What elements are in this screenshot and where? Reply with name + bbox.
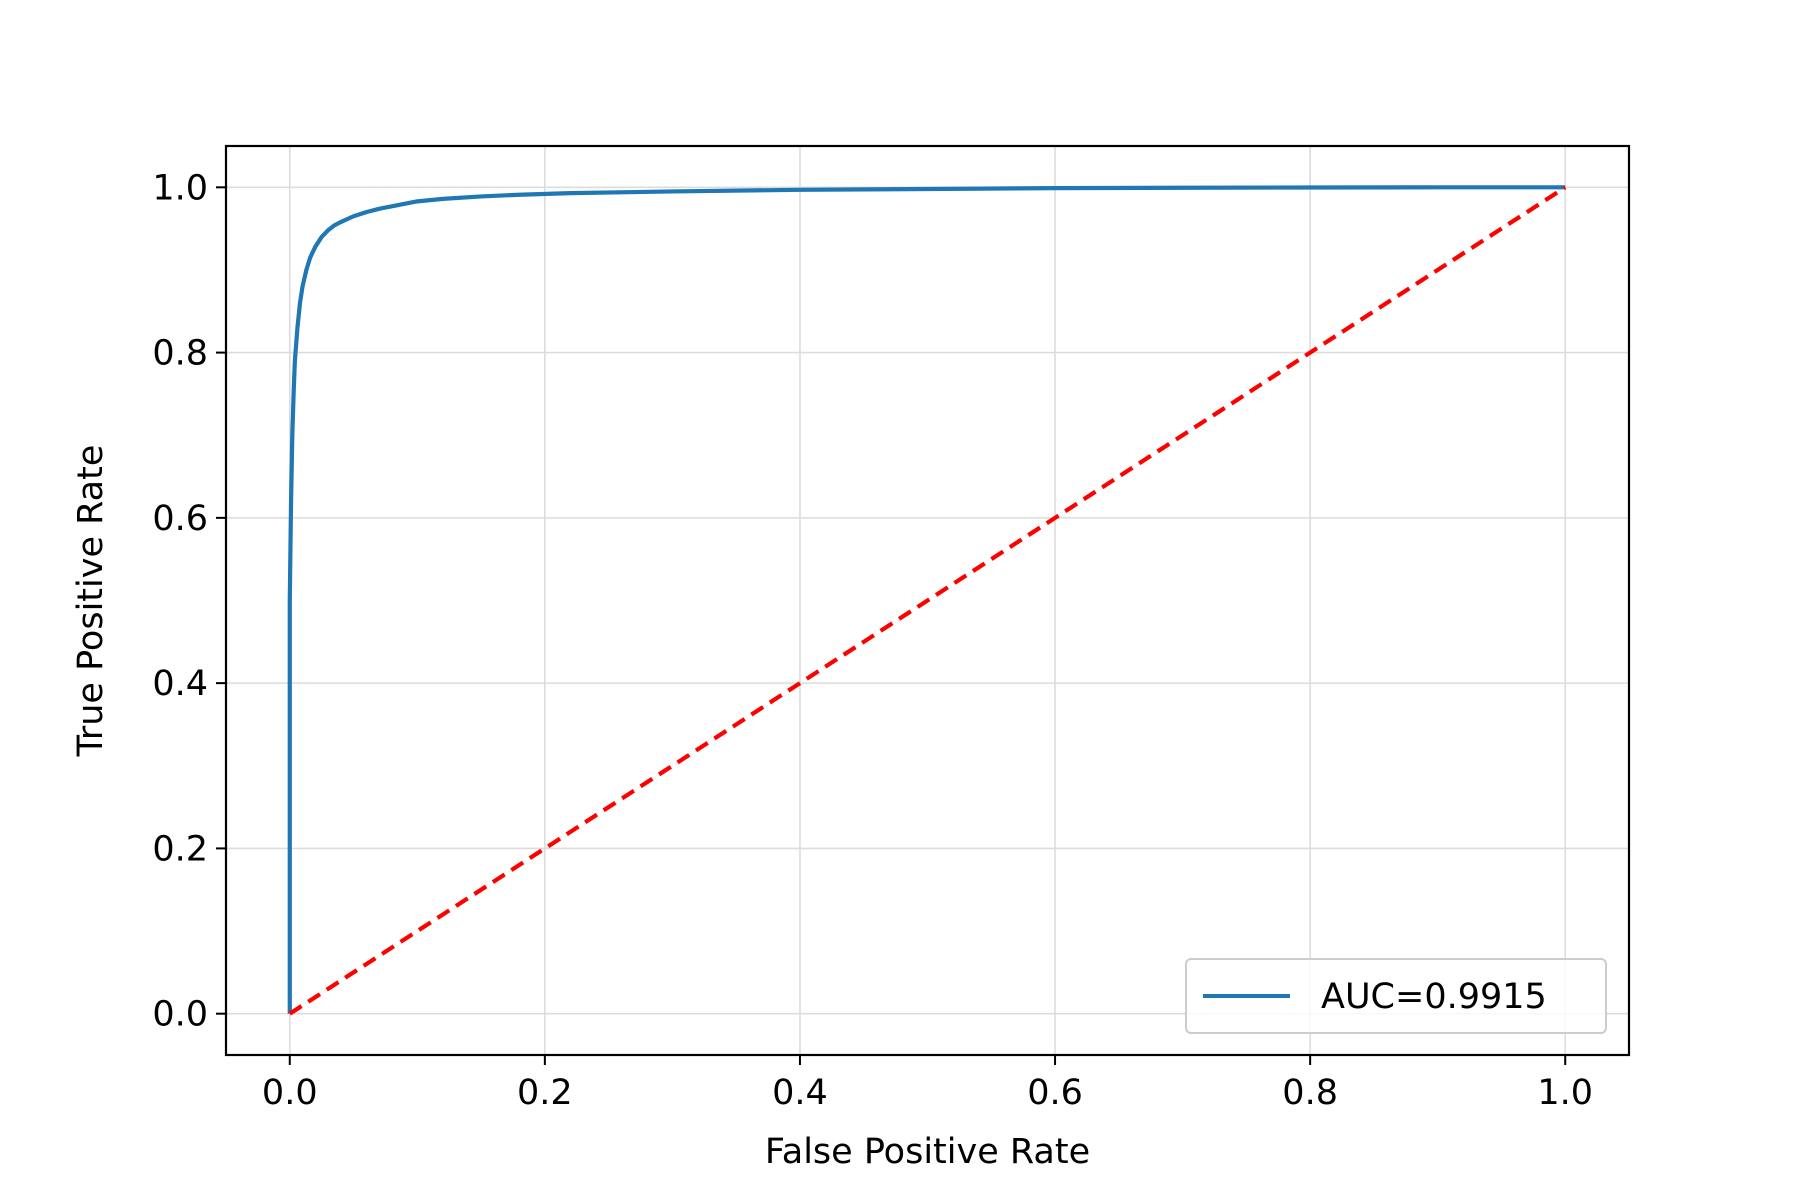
y-tick-label: 0.6 [152, 499, 208, 539]
chance-diagonal-line [288, 185, 1567, 1016]
legend: AUC=0.9915 [1185, 958, 1607, 1034]
x-axis-ticks: 0.0 0.2 0.4 0.6 0.8 1.0 [262, 1055, 1593, 1113]
x-tick-label: 1.0 [1537, 1073, 1593, 1113]
x-axis-label: False Positive Rate [765, 1132, 1090, 1172]
y-tick-label: 0.4 [152, 664, 208, 704]
grid-lines [226, 146, 1629, 1055]
y-axis-label: True Positive Rate [71, 445, 111, 758]
axes-frame [224, 144, 1631, 1057]
y-tick-label: 0.0 [152, 995, 208, 1035]
x-tick-label: 0.4 [772, 1073, 828, 1113]
x-tick-label: 0.6 [1027, 1073, 1083, 1113]
roc-curve-line [287, 185, 1566, 1014]
x-tick-label: 0.8 [1282, 1073, 1338, 1113]
y-tick-label: 0.2 [152, 829, 208, 869]
y-axis-ticks: 0.0 0.2 0.4 0.6 0.8 1.0 [152, 168, 226, 1035]
series-lines [287, 185, 1567, 1016]
y-tick-label: 1.0 [152, 168, 208, 208]
y-tick-label: 0.8 [152, 334, 208, 374]
x-tick-label: 0.2 [517, 1073, 573, 1113]
legend-label: AUC=0.9915 [1321, 977, 1547, 1017]
x-tick-label: 0.0 [262, 1073, 318, 1113]
legend-box [1185, 958, 1607, 1034]
